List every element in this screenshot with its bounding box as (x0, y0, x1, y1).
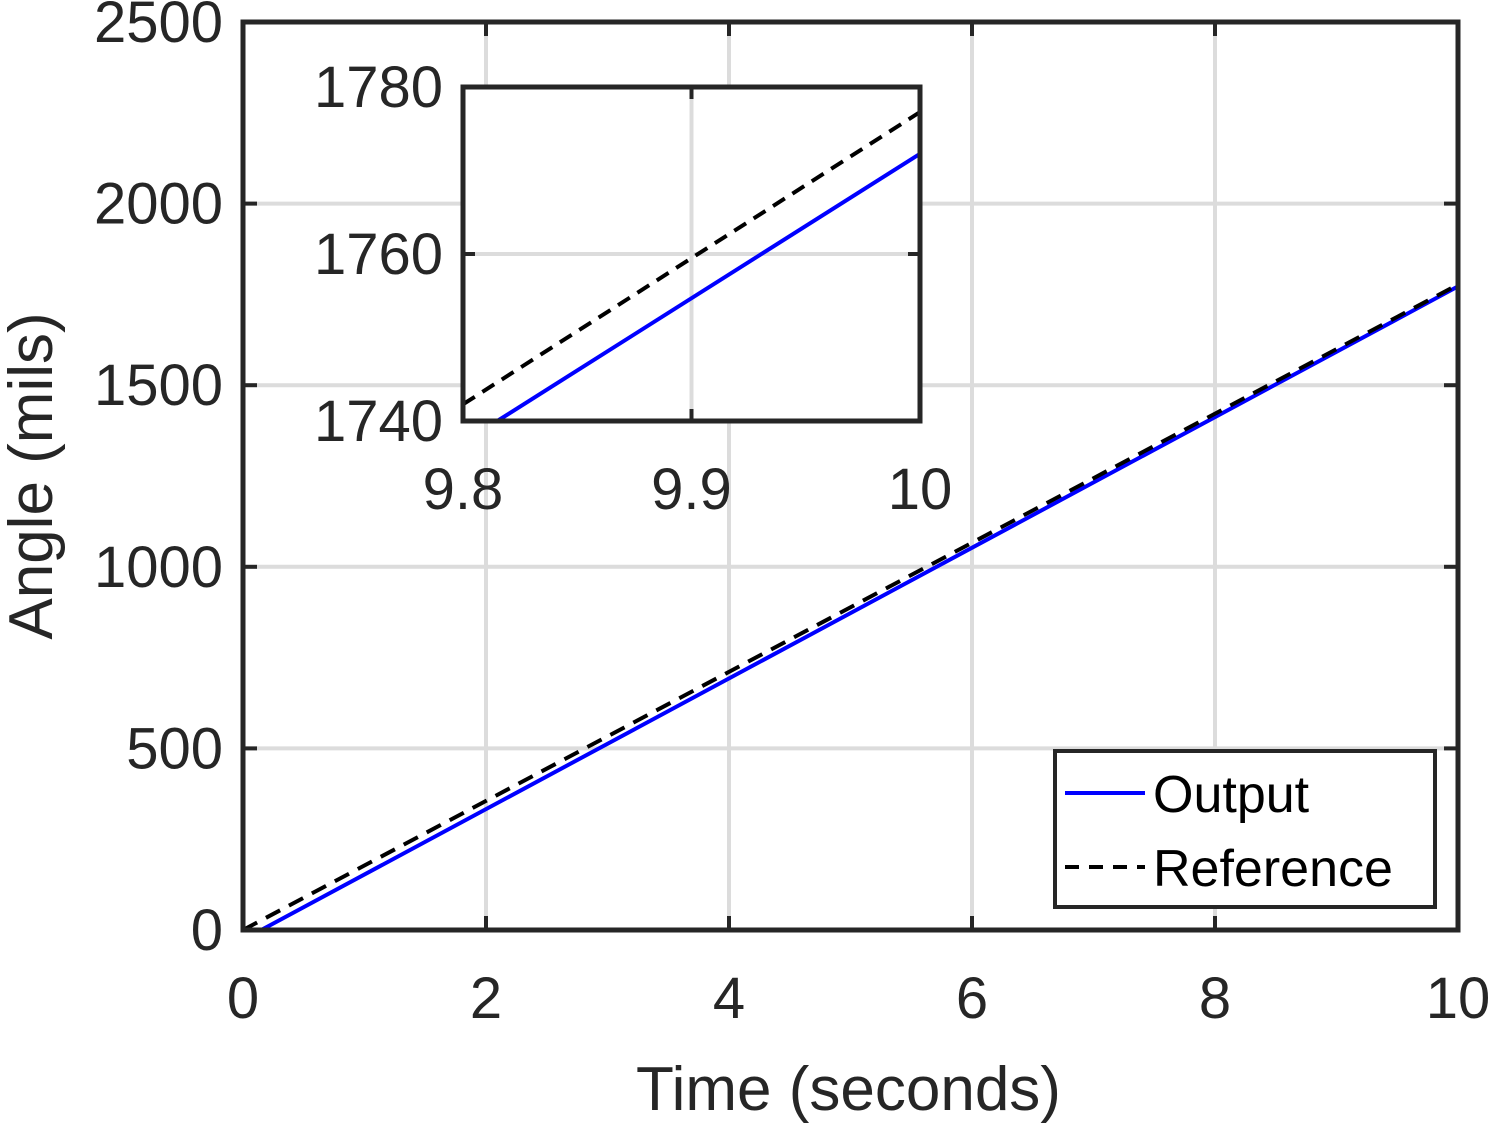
legend-label-reference: Reference (1153, 840, 1393, 898)
main-x-tick-label-10: 10 (1426, 966, 1491, 1031)
main-y-tick-label-1500: 1500 (94, 353, 223, 418)
main-x-tick-label-4: 4 (713, 966, 745, 1031)
inset-x-tick-label-9-9: 9.9 (651, 457, 732, 522)
main-y-tick-label-2000: 2000 (94, 172, 223, 237)
main-series-group (243, 282, 1458, 930)
y-axis-title: Angle (mils) (0, 312, 66, 639)
main-y-tick-label-500: 500 (126, 716, 223, 781)
legend: Output Reference (1053, 749, 1437, 909)
legend-box (1053, 749, 1437, 909)
main-x-tick-label-6: 6 (956, 966, 988, 1031)
inset-y-tick-label-1760: 1760 (314, 222, 443, 287)
main-series-reference-line (243, 282, 1458, 930)
inset-x-tick-label-9-8: 9.8 (423, 457, 504, 522)
inset-series-output-line (496, 152, 920, 421)
main-x-tick-label-2: 2 (470, 966, 502, 1031)
main-y-tick-label-2500: 2500 (94, 0, 223, 55)
inset-series-group (463, 110, 920, 421)
legend-label-output: Output (1153, 766, 1310, 824)
main-axes-frame (240, 19, 1461, 933)
main-x-tick-label-0: 0 (227, 966, 259, 1031)
inset-plot: 9.8 9.9 10 1740 1760 1780 (314, 55, 952, 522)
main-series-output-line (243, 284, 1458, 930)
inset-y-tick-label-1780: 1780 (314, 55, 443, 120)
inset-y-tick-label-1740: 1740 (314, 389, 443, 454)
inset-axes-frame (460, 84, 923, 424)
main-y-tick-label-0: 0 (191, 898, 223, 963)
inset-x-tick-label-10: 10 (888, 457, 953, 522)
x-axis-title: Time (seconds) (636, 1055, 1061, 1124)
main-x-tick-label-8: 8 (1199, 966, 1231, 1031)
main-y-tick-label-1000: 1000 (94, 535, 223, 600)
